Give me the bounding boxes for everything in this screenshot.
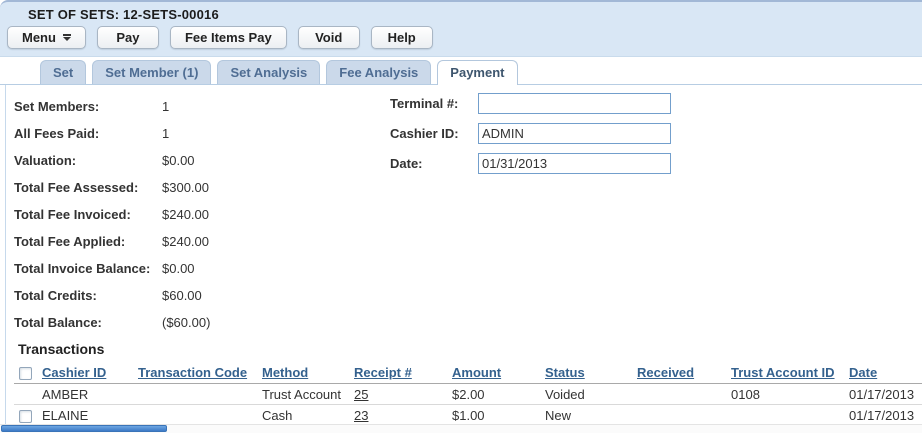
help-button[interactable]: Help	[370, 26, 433, 49]
terminal-label: Terminal #:	[390, 96, 459, 111]
summary-label: Valuation:	[14, 153, 77, 168]
cell-method: Cash	[260, 404, 352, 426]
cell-amount: $1.00	[450, 404, 543, 426]
cashier-id-label: Cashier ID:	[390, 126, 459, 141]
summary-row-total-balance: Total Balance: ($60.00)	[14, 309, 390, 336]
column-header-receipt[interactable]: Receipt #	[352, 361, 450, 384]
pay-button[interactable]: Pay	[96, 26, 159, 49]
summary-label: All Fees Paid:	[14, 126, 100, 141]
fee-items-pay-button[interactable]: Fee Items Pay	[169, 26, 287, 49]
summary-row-total-fee-applied: Total Fee Applied: $240.00	[14, 228, 390, 255]
summary-row-valuation: Valuation: $0.00	[14, 147, 390, 174]
row-checkbox[interactable]	[19, 409, 32, 423]
date-input[interactable]	[478, 153, 671, 174]
row-checkbox-cell	[14, 404, 40, 426]
cashier-id-input[interactable]	[478, 123, 671, 144]
summary-row-total-credits: Total Credits: $60.00	[14, 282, 390, 309]
cell-transaction-code	[136, 404, 260, 426]
cell-receipt: 23	[352, 404, 450, 426]
transactions-header-row: Cashier ID Transaction Code Method Recei…	[14, 361, 922, 384]
summary-label: Total Invoice Balance:	[14, 261, 151, 276]
terminal-input[interactable]	[478, 93, 671, 114]
column-header-amount[interactable]: Amount	[450, 361, 543, 384]
transactions-heading: Transactions	[18, 341, 105, 357]
fee-summary: Set Members: 1 All Fees Paid: 1 Valuatio…	[14, 93, 390, 336]
summary-value: $240.00	[162, 207, 209, 222]
summary-row-total-fee-invoiced: Total Fee Invoiced: $240.00	[14, 201, 390, 228]
date-label: Date:	[390, 156, 423, 171]
horizontal-scrollbar[interactable]	[0, 424, 922, 433]
cell-transaction-code	[136, 383, 260, 405]
void-button[interactable]: Void	[297, 26, 360, 49]
horizontal-scrollbar-thumb[interactable]	[1, 425, 167, 432]
tab-fee-analysis[interactable]: Fee Analysis	[326, 60, 432, 84]
summary-label: Total Fee Applied:	[14, 234, 126, 249]
cell-received	[635, 383, 729, 405]
cell-amount: $2.00	[450, 383, 543, 405]
column-header-received[interactable]: Received	[635, 361, 729, 384]
summary-row-set-members: Set Members: 1	[14, 93, 390, 120]
summary-value: 1	[162, 99, 170, 114]
tab-set[interactable]: Set	[40, 60, 87, 84]
column-header-trust-account-id[interactable]: Trust Account ID	[729, 361, 847, 384]
summary-label: Total Credits:	[14, 288, 97, 303]
page-title: SET OF SETS: 12-SETS-00016	[28, 7, 219, 22]
summary-label: Total Fee Invoiced:	[14, 207, 131, 222]
cell-trust-account-id: 0108	[729, 383, 847, 405]
form-row-date: Date:	[390, 153, 922, 174]
tab-strip: Set Set Member (1) Set Analysis Fee Anal…	[0, 57, 922, 85]
window-header: SET OF SETS: 12-SETS-00016 Menu Pay Fee …	[0, 0, 922, 57]
receipt-link[interactable]: 23	[354, 407, 369, 423]
summary-value: 1	[162, 126, 170, 141]
summary-value: $240.00	[162, 234, 209, 249]
menu-dropdown-icon	[62, 34, 71, 41]
cell-status: New	[543, 404, 635, 426]
payment-tab-panel: Set Members: 1 All Fees Paid: 1 Valuatio…	[5, 85, 922, 429]
cell-trust-account-id	[729, 404, 847, 426]
column-header-status[interactable]: Status	[543, 361, 635, 384]
cell-cashier-id: AMBER	[40, 383, 136, 405]
summary-row-total-invoice-balance: Total Invoice Balance: $0.00	[14, 255, 390, 282]
tab-set-member[interactable]: Set Member (1)	[92, 60, 212, 84]
cell-cashier-id: ELAINE	[40, 404, 136, 426]
summary-row-total-fee-assessed: Total Fee Assessed: $300.00	[14, 174, 390, 201]
form-row-cashier-id: Cashier ID:	[390, 123, 922, 144]
summary-label: Total Balance:	[14, 315, 102, 330]
cell-received	[635, 404, 729, 426]
column-header-method[interactable]: Method	[260, 361, 352, 384]
column-header-date[interactable]: Date	[847, 361, 922, 384]
column-header-transaction-code[interactable]: Transaction Code	[136, 361, 260, 384]
summary-value: $0.00	[162, 261, 195, 276]
column-header-cashier-id[interactable]: Cashier ID	[40, 361, 136, 384]
receipt-link[interactable]: 25	[354, 386, 369, 402]
summary-label: Set Members:	[14, 99, 100, 114]
menu-button[interactable]: Menu	[7, 26, 86, 49]
summary-label: Total Fee Assessed:	[14, 180, 139, 195]
transactions-table: Cashier ID Transaction Code Method Recei…	[14, 361, 922, 426]
tab-payment[interactable]: Payment	[437, 60, 518, 85]
menu-button-label: Menu	[22, 30, 56, 45]
tab-set-analysis[interactable]: Set Analysis	[217, 60, 321, 84]
payment-entry-form: Terminal #: Cashier ID: Date:	[390, 93, 922, 336]
summary-value: $60.00	[162, 288, 202, 303]
summary-row-all-fees-paid: All Fees Paid: 1	[14, 120, 390, 147]
cell-receipt: 25	[352, 383, 450, 405]
cell-status: Voided	[543, 383, 635, 405]
table-row: ELAINE Cash 23 $1.00 New 01/17/2013	[14, 404, 922, 426]
cell-method: Trust Account	[260, 383, 352, 405]
summary-value: $300.00	[162, 180, 209, 195]
select-all-checkbox[interactable]	[19, 366, 32, 380]
summary-value: $0.00	[162, 153, 195, 168]
cell-date: 01/17/2013	[847, 404, 922, 426]
row-checkbox-cell	[14, 383, 40, 405]
table-row: AMBER Trust Account 25 $2.00 Voided 0108…	[14, 383, 922, 405]
toolbar: Menu Pay Fee Items Pay Void Help	[0, 26, 922, 49]
form-row-terminal: Terminal #:	[390, 93, 922, 114]
summary-value: ($60.00)	[162, 315, 211, 330]
cell-date: 01/17/2013	[847, 383, 922, 405]
